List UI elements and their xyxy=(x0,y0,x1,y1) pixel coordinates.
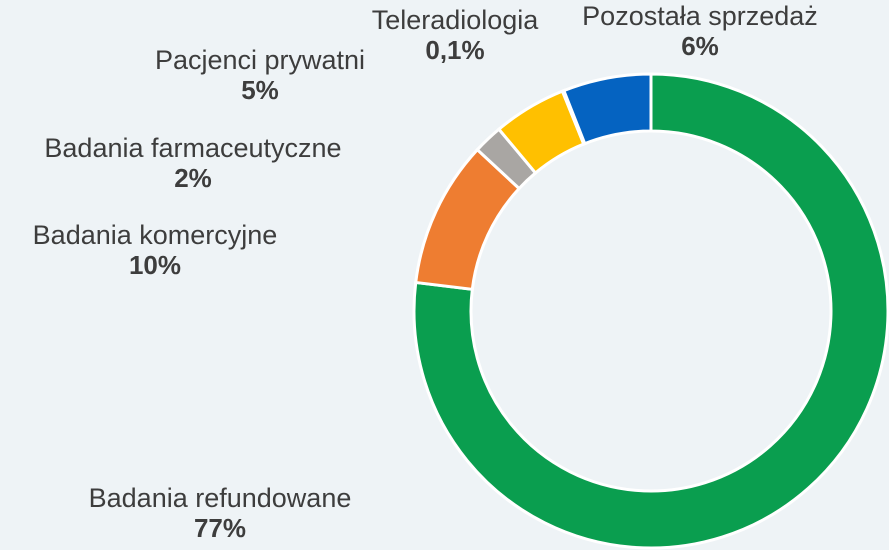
value-label: 77% xyxy=(194,513,246,543)
value-label: 6% xyxy=(681,31,719,61)
donut-segment xyxy=(561,72,653,146)
value-label: 0,1% xyxy=(425,35,484,65)
category-label: Badania refundowane xyxy=(89,483,352,513)
category-label: Badania farmaceutyczne xyxy=(44,133,341,163)
category-label: Pozostała sprzedaż xyxy=(582,1,818,31)
category-label: Pacjenci prywatni xyxy=(155,45,365,75)
category-label: Teleradiologia xyxy=(372,5,540,35)
value-label: 10% xyxy=(129,250,181,280)
category-label: Badania komercyjne xyxy=(33,220,278,250)
value-label: 5% xyxy=(241,75,279,105)
donut-segment xyxy=(412,72,889,550)
value-label: 2% xyxy=(174,163,212,193)
